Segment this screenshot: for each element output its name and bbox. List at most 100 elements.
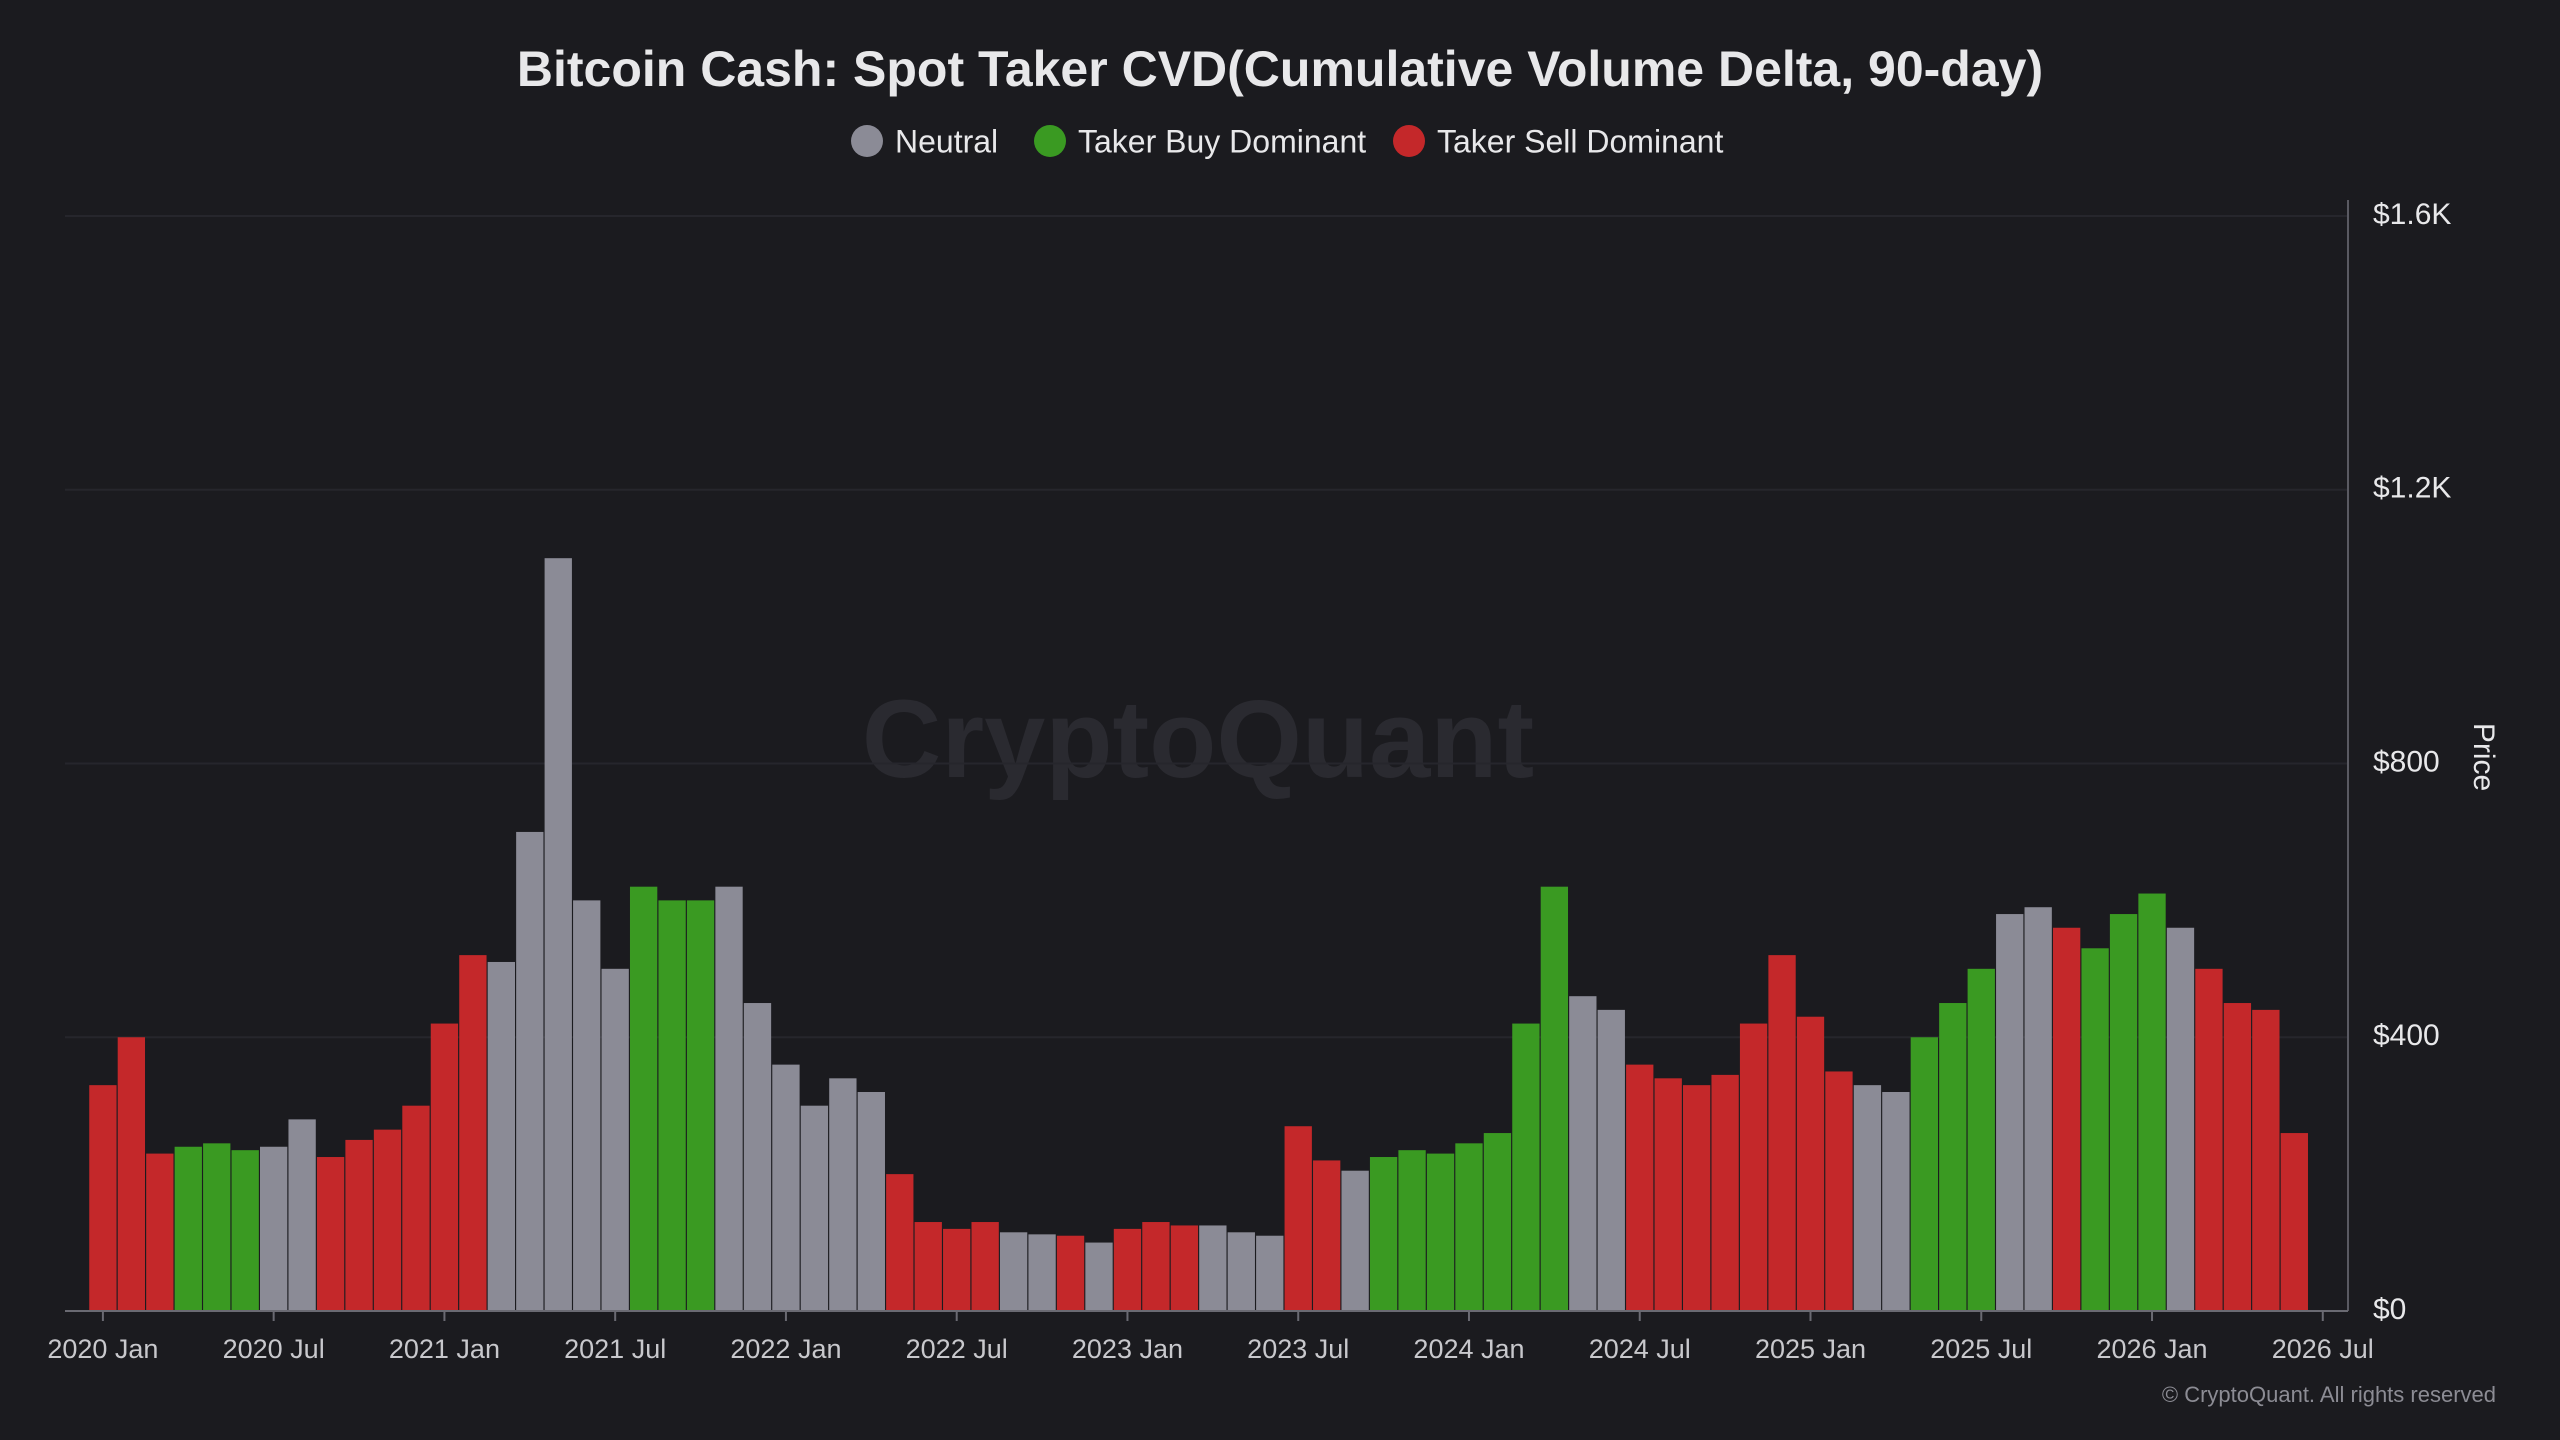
bar <box>373 1129 402 1311</box>
bar <box>1540 886 1569 1311</box>
bar <box>1910 1037 1939 1311</box>
bar <box>1313 1160 1341 1311</box>
x-tick-label: 2025 Jul <box>1930 1334 2032 1364</box>
bar <box>2223 1003 2252 1311</box>
bar <box>1569 996 1597 1311</box>
bar <box>316 1157 345 1311</box>
y-tick-label: $800 <box>2373 745 2440 778</box>
bar <box>829 1078 857 1311</box>
x-tick-label: 2020 Jan <box>47 1334 158 1364</box>
legend-label: Neutral <box>895 123 998 159</box>
bar <box>772 1064 800 1311</box>
bar <box>601 968 629 1311</box>
bar <box>2195 968 2223 1311</box>
bar <box>2109 914 2138 1311</box>
bar <box>1056 1235 1085 1311</box>
bar <box>1113 1228 1142 1311</box>
bar <box>2024 907 2052 1311</box>
bar <box>117 1037 146 1311</box>
bar <box>715 886 743 1311</box>
bar <box>1512 1023 1540 1311</box>
legend-swatch <box>1393 125 1425 157</box>
y-tick-label: $1.6K <box>2373 198 2451 231</box>
bar <box>1796 1016 1825 1311</box>
x-tick-label: 2026 Jul <box>2272 1334 2374 1364</box>
x-tick-label: 2022 Jan <box>730 1334 841 1364</box>
legend-swatch <box>851 125 883 157</box>
bar <box>1711 1074 1739 1311</box>
bar <box>2052 927 2081 1311</box>
bar <box>1654 1078 1682 1311</box>
x-tick-label: 2021 Jan <box>389 1334 500 1364</box>
y-tick-label: $0 <box>2373 1293 2406 1326</box>
bar <box>1170 1225 1199 1311</box>
bar <box>430 1023 459 1311</box>
legend-label: Taker Sell Dominant <box>1437 123 1723 159</box>
x-tick-label: 2025 Jan <box>1755 1334 1866 1364</box>
bar <box>686 900 715 1311</box>
bar <box>1825 1071 1853 1311</box>
bar <box>1028 1234 1056 1311</box>
bar <box>857 1092 885 1311</box>
bar <box>914 1222 942 1311</box>
bar <box>629 886 658 1311</box>
bar <box>1284 1126 1312 1311</box>
bar <box>89 1085 117 1311</box>
bar <box>1597 1009 1625 1311</box>
bar <box>800 1105 829 1311</box>
bar <box>174 1146 202 1311</box>
y-tick-label: $400 <box>2373 1019 2440 1052</box>
x-tick-label: 2023 Jul <box>1247 1334 1349 1364</box>
x-tick-label: 2020 Jul <box>223 1334 325 1364</box>
watermark: CryptoQuant <box>862 678 1534 801</box>
bar <box>1996 914 2024 1311</box>
bar <box>1967 968 1995 1311</box>
bar <box>2138 893 2166 1311</box>
bar <box>1398 1150 1426 1311</box>
bar <box>886 1174 914 1311</box>
copyright: © CryptoQuant. All rights reserved <box>2162 1382 2496 1407</box>
x-tick-label: 2022 Jul <box>906 1334 1008 1364</box>
bar <box>658 900 686 1311</box>
legend-label: Taker Buy Dominant <box>1078 123 1366 159</box>
bar <box>971 1222 999 1311</box>
bar <box>459 955 487 1311</box>
bar <box>1853 1085 1882 1311</box>
bar <box>345 1139 373 1311</box>
bar <box>1455 1143 1483 1311</box>
bar <box>573 900 601 1311</box>
bar <box>259 1146 288 1311</box>
bar <box>1426 1153 1455 1311</box>
bar <box>402 1105 430 1311</box>
bar <box>1085 1242 1113 1311</box>
bar <box>544 558 572 1311</box>
x-tick-label: 2023 Jan <box>1072 1334 1183 1364</box>
bar <box>743 1003 772 1311</box>
bar <box>1256 1235 1284 1311</box>
x-tick-label: 2021 Jul <box>564 1334 666 1364</box>
bar <box>1199 1225 1227 1311</box>
bar <box>2081 948 2109 1311</box>
bar <box>203 1143 231 1311</box>
x-tick-label: 2024 Jan <box>1413 1334 1524 1364</box>
bar <box>1739 1023 1768 1311</box>
chart-title: Bitcoin Cash: Spot Taker CVD(Cumulative … <box>517 41 2043 97</box>
bar <box>288 1119 316 1311</box>
y-tick-label: $1.2K <box>2373 472 2451 505</box>
bar <box>2252 1009 2280 1311</box>
x-tick-label: 2026 Jan <box>2096 1334 2207 1364</box>
bar <box>231 1150 259 1311</box>
bar <box>1341 1170 1369 1311</box>
bar <box>1882 1092 1910 1311</box>
bar <box>2166 927 2195 1311</box>
bar <box>1768 955 1796 1311</box>
bar <box>1682 1085 1711 1311</box>
bar <box>516 831 544 1311</box>
bar <box>2280 1133 2308 1311</box>
y-axis-label: Price <box>2467 723 2500 791</box>
x-tick-label: 2024 Jul <box>1589 1334 1691 1364</box>
bar <box>1626 1064 1654 1311</box>
bar <box>146 1153 174 1311</box>
